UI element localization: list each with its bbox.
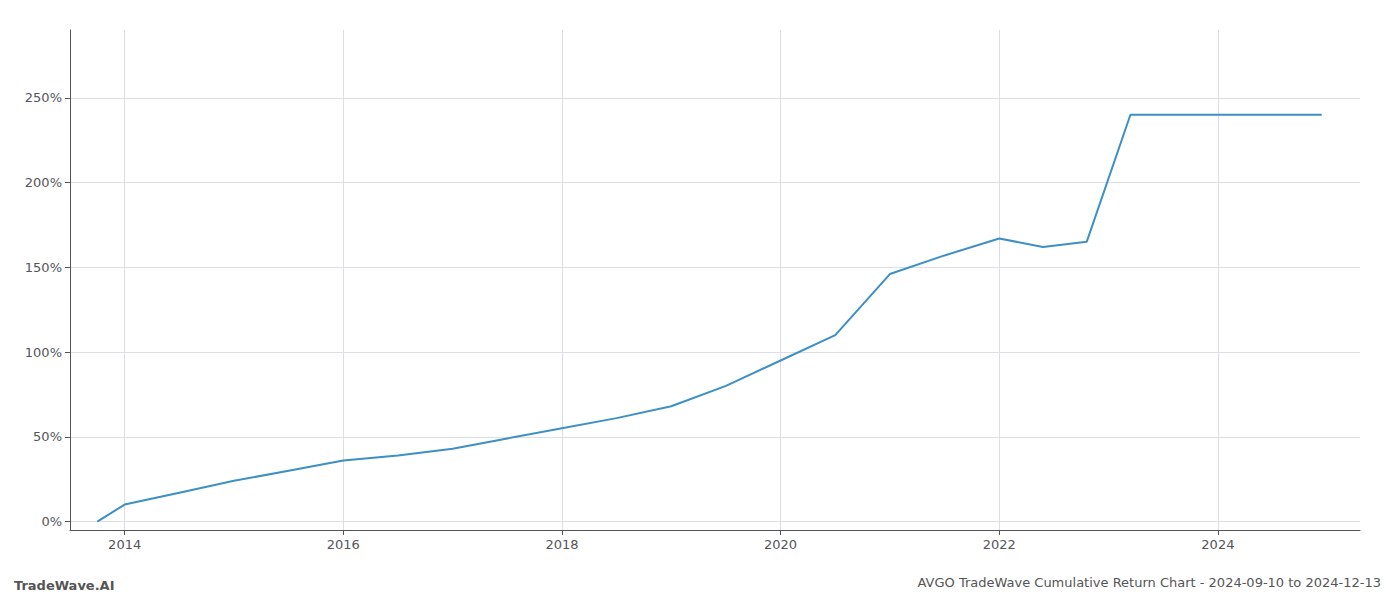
svg-text:AVGO TradeWave Cumulative Retu: AVGO TradeWave Cumulative Return Chart -… xyxy=(918,575,1382,590)
svg-text:0%: 0% xyxy=(41,514,62,529)
svg-text:2018: 2018 xyxy=(545,537,578,552)
svg-text:TradeWave.AI: TradeWave.AI xyxy=(14,578,115,593)
svg-text:2020: 2020 xyxy=(764,537,797,552)
svg-text:250%: 250% xyxy=(25,90,62,105)
svg-text:50%: 50% xyxy=(33,429,62,444)
svg-text:2014: 2014 xyxy=(108,537,141,552)
svg-text:2024: 2024 xyxy=(1201,537,1234,552)
svg-text:100%: 100% xyxy=(25,345,62,360)
svg-text:200%: 200% xyxy=(25,175,62,190)
svg-text:2022: 2022 xyxy=(983,537,1016,552)
svg-text:150%: 150% xyxy=(25,260,62,275)
svg-text:2016: 2016 xyxy=(327,537,360,552)
